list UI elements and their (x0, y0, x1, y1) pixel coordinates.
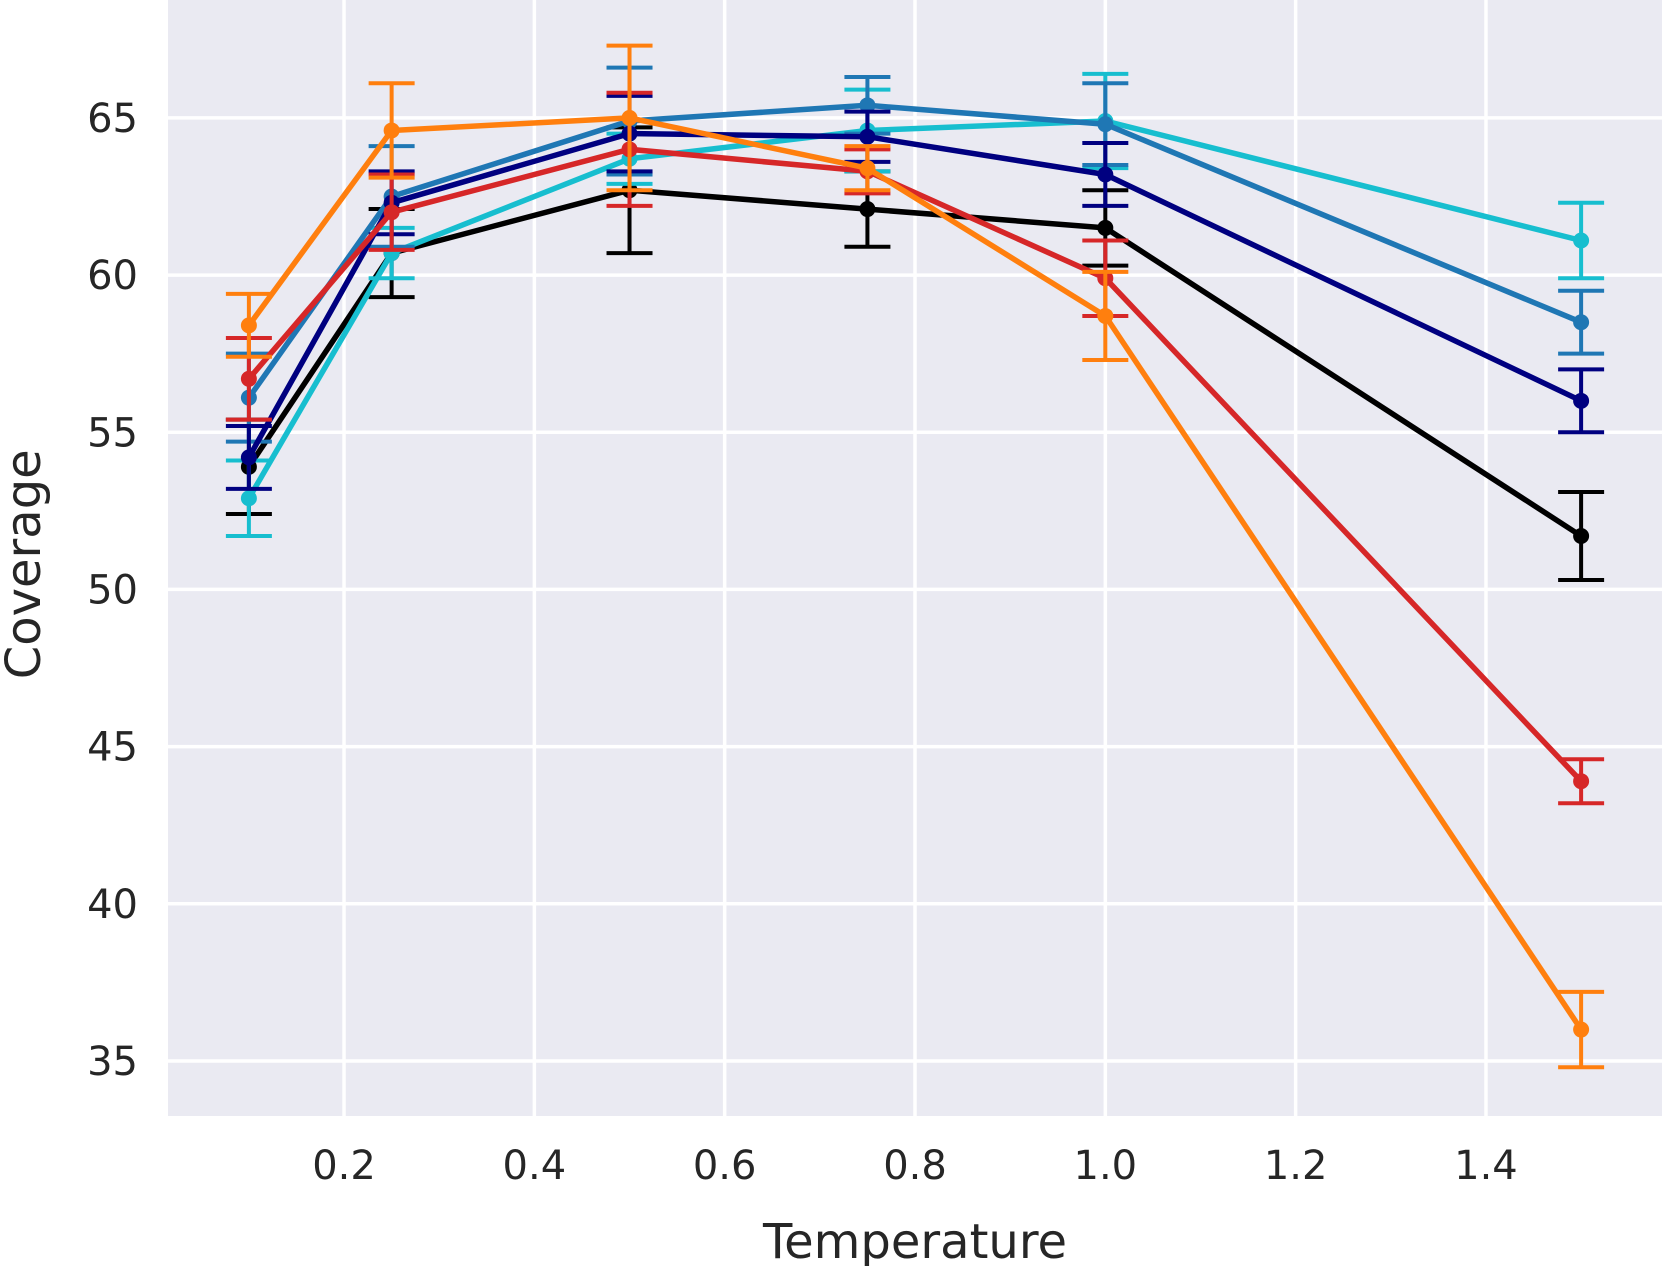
x-tick-label: 1.4 (1454, 1143, 1518, 1189)
y-tick-label: 45 (87, 725, 138, 771)
x-axis-label: Temperature (762, 1214, 1067, 1266)
data-point (859, 128, 876, 145)
data-point (383, 122, 400, 139)
data-point (1573, 773, 1590, 790)
y-tick-label: 50 (87, 567, 138, 613)
x-tick-label: 1.0 (1074, 1143, 1138, 1189)
data-point (240, 317, 257, 334)
y-tick-label: 35 (87, 1039, 138, 1085)
x-tick-label: 1.2 (1264, 1143, 1328, 1189)
data-point (240, 370, 257, 387)
data-point (383, 204, 400, 221)
data-point (859, 97, 876, 114)
x-tick-label: 0.8 (883, 1143, 947, 1189)
y-tick-labels: 35 40 45 50 55 60 65 (87, 96, 138, 1085)
data-point (1097, 116, 1114, 133)
y-tick-label: 40 (87, 882, 138, 928)
x-tick-labels: 0.2 0.4 0.6 0.8 1.0 1.2 1.4 (312, 1143, 1518, 1189)
x-tick-label: 0.4 (503, 1143, 567, 1189)
data-point (1097, 166, 1114, 183)
data-point (621, 109, 638, 126)
y-tick-label: 60 (87, 253, 138, 299)
data-point (1573, 232, 1590, 249)
grid-lines (168, 0, 1662, 1116)
series-line-orange (246, 115, 1584, 1032)
y-axis-label: Coverage (0, 449, 52, 679)
x-tick-label: 0.2 (312, 1143, 376, 1189)
x-tick-label: 0.6 (693, 1143, 757, 1189)
data-point (859, 160, 876, 177)
data-point (1097, 307, 1114, 324)
data-point (240, 490, 257, 507)
data-point (1573, 1021, 1590, 1038)
series-line-blue (246, 102, 1583, 400)
series-line-navy (246, 130, 1583, 459)
series-group (225, 43, 1605, 1070)
data-point (1573, 527, 1590, 544)
data-point (1573, 314, 1590, 331)
data-point (1573, 392, 1590, 409)
data-point (859, 201, 876, 218)
y-tick-label: 65 (87, 96, 138, 142)
y-tick-label: 55 (87, 410, 138, 456)
data-point (1097, 219, 1114, 236)
data-point (240, 449, 257, 466)
series-orange (225, 43, 1605, 1070)
series-line-red (246, 146, 1584, 784)
series-navy (225, 93, 1605, 491)
